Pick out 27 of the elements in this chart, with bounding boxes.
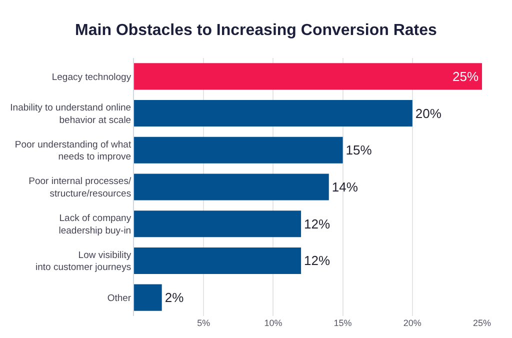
x-tick-label: 20% xyxy=(403,318,422,328)
bar xyxy=(134,136,343,164)
y-tick-label: Legacy technology xyxy=(52,72,132,83)
data-label: 12% xyxy=(304,216,330,232)
y-tick-label: Lack of company leadership buy-in xyxy=(58,213,132,236)
data-label: 12% xyxy=(304,253,330,268)
bar xyxy=(134,174,329,200)
bar xyxy=(134,100,412,127)
y-tick-label: Poor understanding of what needs to improve xyxy=(14,139,132,163)
x-tick-label: 25% xyxy=(472,318,492,328)
y-tick-label: Other xyxy=(107,292,132,304)
data-label: 25% xyxy=(452,68,479,84)
bar xyxy=(134,284,162,311)
x-tick-label: 5% xyxy=(197,318,210,328)
chart-title: Main Obstacles to Increasing Conversion Rates xyxy=(75,22,438,39)
x-tick-label: 15% xyxy=(334,318,352,328)
bar xyxy=(134,63,482,90)
y-tick-label: Low visibility into customer journeys xyxy=(36,250,132,274)
y-tick-label: Poor internal processes/ structure/resources xyxy=(28,176,132,200)
data-label: 14% xyxy=(332,180,358,194)
data-label: 2% xyxy=(164,290,184,306)
bar xyxy=(134,247,302,274)
bar xyxy=(134,210,302,238)
data-label: 20% xyxy=(415,106,442,121)
x-tick-label: 10% xyxy=(264,318,282,328)
y-tick-label: Inability to understand online behavior at scale xyxy=(10,102,132,126)
data-label: 15% xyxy=(346,142,372,158)
